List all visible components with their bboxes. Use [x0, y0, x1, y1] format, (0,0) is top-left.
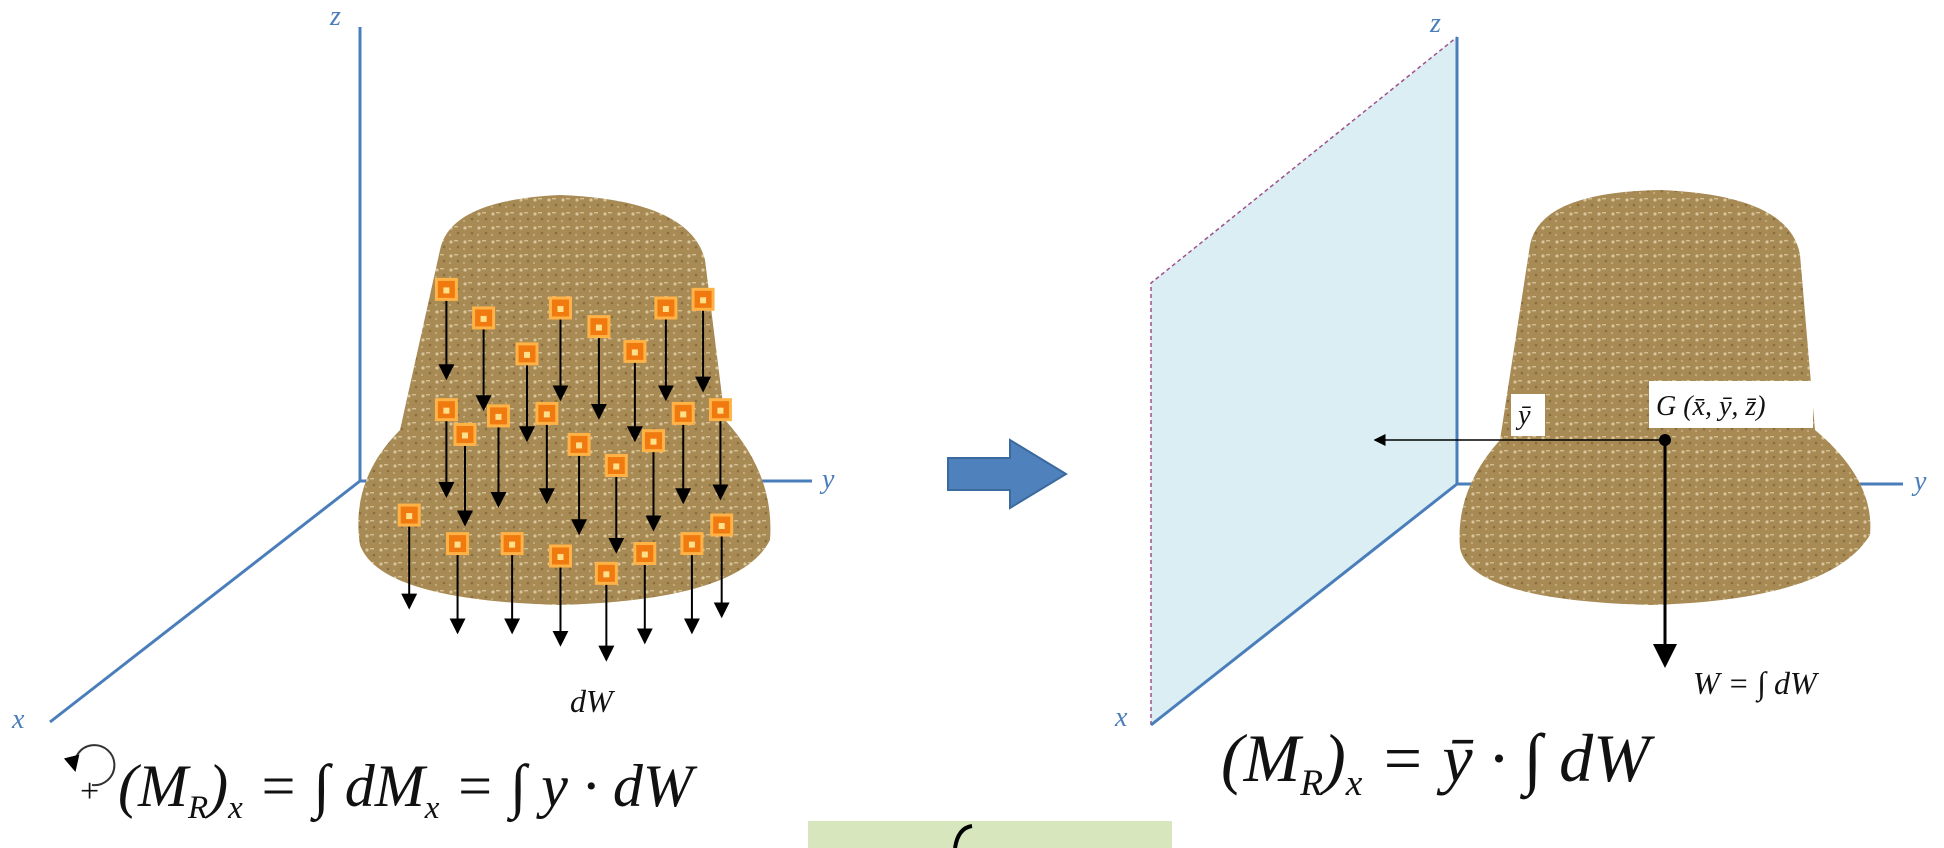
force-point: [632, 349, 638, 355]
eq-sub: x: [424, 790, 440, 826]
force-point: [680, 411, 686, 417]
force-point: [663, 306, 669, 312]
force-point: [509, 542, 515, 548]
centroid-label: G (x̄, ȳ, z̄): [1656, 391, 1766, 422]
eq-sub: x: [227, 790, 243, 826]
force-point: [717, 408, 723, 414]
eq-sub: R: [1299, 763, 1323, 804]
force-point: [650, 439, 656, 445]
force-point: [557, 306, 563, 312]
force-point: [524, 352, 530, 358]
eq-part: = ȳ · ∫ dW: [1362, 720, 1655, 800]
force-point: [603, 571, 609, 577]
force-point: [443, 287, 449, 293]
x-label: x: [11, 704, 25, 735]
equation: (MR)x = ȳ · ∫ dW: [1221, 720, 1655, 804]
weight-label: W = ∫ dW: [1693, 665, 1820, 703]
eq-part: ): [205, 753, 228, 819]
eq-sub: x: [1345, 763, 1363, 804]
diagram: z y x dW + (MR)x = ∫ dMx = ∫ y · dW z y …: [0, 0, 1944, 848]
eq-sub: R: [187, 790, 208, 826]
x-label: x: [1114, 702, 1128, 733]
z-label: z: [329, 1, 341, 32]
z-label: z: [1429, 8, 1441, 39]
sign: +: [80, 773, 99, 810]
eq-part: ): [1319, 720, 1346, 796]
left-panel: z y x dW + (MR)x = ∫ dMx = ∫ y · dW: [11, 1, 835, 826]
force-point: [642, 552, 648, 558]
force-point: [576, 442, 582, 448]
plane: [1151, 37, 1457, 725]
y-label: y: [819, 464, 835, 495]
force-point: [700, 297, 706, 303]
eq-part: (M: [1221, 720, 1304, 796]
x-axis: [50, 481, 360, 722]
transition-arrow: [948, 440, 1066, 508]
force-point: [557, 554, 563, 560]
force-point: [462, 432, 468, 438]
force-point: [689, 542, 695, 548]
eq-part: (M: [118, 753, 191, 819]
y-label: y: [1911, 466, 1927, 497]
force-point: [596, 325, 602, 331]
sand-pile: [358, 195, 770, 605]
force-point: [481, 316, 487, 322]
force-point: [613, 463, 619, 469]
centroid: [1659, 434, 1671, 446]
equation: (MR)x = ∫ dMx = ∫ y · dW: [118, 753, 698, 826]
right-panel: z y x G (x̄, ȳ, z̄) ȳ W = ∫ dW (MR)x = ȳ…: [1114, 8, 1927, 804]
force-point: [544, 411, 550, 417]
force-point: [406, 513, 412, 519]
force-point: [443, 408, 449, 414]
force-point: [455, 542, 461, 548]
formula-box: [808, 821, 1172, 848]
force-point: [495, 414, 501, 420]
distance-label: ȳ: [1515, 400, 1531, 431]
eq-part: = ∫ y · dW: [439, 753, 698, 823]
force-label: dW: [570, 683, 616, 719]
eq-part: = ∫ dM: [243, 753, 428, 823]
force-point: [719, 523, 725, 529]
